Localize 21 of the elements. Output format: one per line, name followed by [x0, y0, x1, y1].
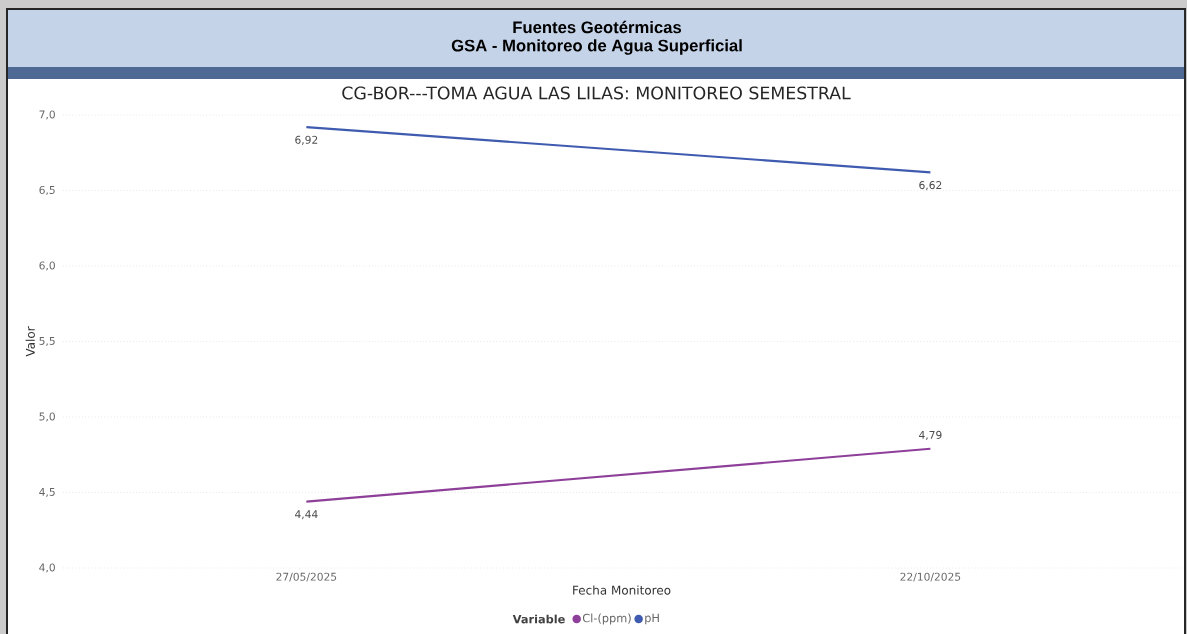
y-tick-label: 4,5 — [39, 488, 55, 498]
data-label: 4,44 — [295, 510, 318, 520]
y-tick-label: 5,0 — [39, 412, 55, 422]
y-tick-label: 4,0 — [39, 563, 55, 573]
legend-title: Variable — [512, 614, 565, 624]
data-label: 4,79 — [919, 430, 942, 441]
data-label: 6,92 — [295, 135, 318, 145]
data-label: 6,62 — [919, 181, 942, 191]
x-axis-title: Fecha Monitoreo — [573, 585, 671, 595]
legend-label: pH — [645, 613, 659, 625]
text: GSA - Monitoreo de Agua Superficial — [451, 39, 742, 55]
chart-title: CG-BOR---TOMA AGUA LAS LILAS: MONITOREO SEMESTRAL — [342, 86, 851, 100]
y-tick-label: 6,0 — [39, 261, 55, 271]
y-tick-label: 6,5 — [39, 185, 55, 196]
y-tick-label: 7,0 — [39, 110, 55, 120]
y-tick-label: 5,5 — [39, 337, 55, 347]
x-tick-label: 22/10/2025 — [900, 572, 961, 582]
legend-label: Cl-(ppm) — [582, 613, 631, 625]
x-tick-label: 27/05/2025 — [276, 572, 337, 582]
source-note: Fuentes Geotérmicas — [513, 20, 682, 34]
y-axis-title: Valor — [25, 326, 35, 357]
